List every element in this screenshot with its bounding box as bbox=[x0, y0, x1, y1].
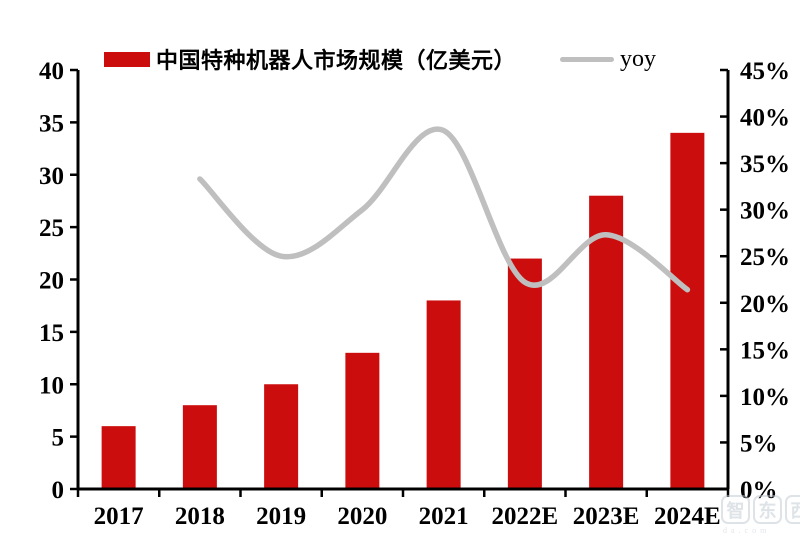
bar-2017 bbox=[101, 426, 136, 489]
yoy-line bbox=[197, 126, 691, 293]
legend-bar-swatch bbox=[103, 51, 150, 67]
chart-legend: 中国特种机器人市场规模（亿美元） yoy bbox=[0, 44, 760, 74]
left-tick-label: 5 bbox=[52, 425, 65, 452]
x-category-label: 2021 bbox=[419, 503, 469, 530]
legend-line-swatch bbox=[560, 56, 614, 62]
left-tick-label: 30 bbox=[39, 163, 64, 190]
right-tick-label: 35% bbox=[740, 151, 790, 178]
bar-2022E bbox=[507, 258, 542, 489]
right-tick-label: 5% bbox=[740, 430, 778, 457]
bar-2019 bbox=[264, 384, 299, 489]
left-tick-label: 20 bbox=[39, 268, 64, 295]
bar-2020 bbox=[345, 352, 380, 489]
x-category-label: 2019 bbox=[256, 503, 306, 530]
right-tick-label: 15% bbox=[740, 337, 790, 364]
left-tick-label: 10 bbox=[39, 372, 64, 399]
right-tick-label: 45% bbox=[740, 58, 790, 85]
right-tick-label: 20% bbox=[740, 291, 790, 318]
x-category-label: 2022E bbox=[492, 503, 559, 530]
x-category-label: 2024E bbox=[654, 503, 721, 530]
bar-2021 bbox=[426, 300, 461, 489]
bar-2023E bbox=[589, 195, 624, 489]
left-tick-label: 0 bbox=[52, 477, 65, 504]
right-tick-label: 30% bbox=[740, 198, 790, 225]
legend-bar-label: 中国特种机器人市场规模（亿美元） bbox=[155, 48, 516, 73]
right-tick-label: 0% bbox=[740, 477, 778, 504]
right-tick-label: 10% bbox=[740, 384, 790, 411]
left-tick-label: 15 bbox=[39, 320, 64, 347]
bar-2024E bbox=[670, 132, 705, 489]
right-tick-label: 40% bbox=[740, 105, 790, 132]
left-tick-label: 25 bbox=[39, 215, 64, 242]
left-tick-label: 35 bbox=[39, 110, 64, 137]
legend-line-label: yoy bbox=[620, 45, 656, 72]
left-tick-label: 40 bbox=[39, 58, 64, 85]
x-category-label: 2017 bbox=[94, 503, 144, 530]
x-category-label: 2018 bbox=[175, 503, 225, 530]
bar-2018 bbox=[182, 405, 217, 489]
x-category-label: 2023E bbox=[573, 503, 640, 530]
x-category-label: 2020 bbox=[337, 503, 387, 530]
right-tick-label: 25% bbox=[740, 244, 790, 271]
